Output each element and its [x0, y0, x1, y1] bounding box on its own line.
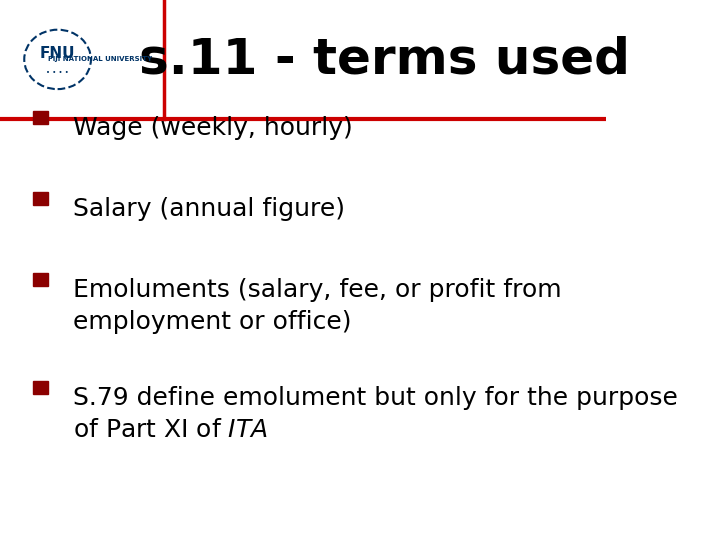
Text: Emoluments (salary, fee, or profit from
employment or office): Emoluments (salary, fee, or profit from … — [73, 278, 562, 334]
Bar — [33, 381, 48, 394]
Bar — [33, 192, 48, 205]
Text: Wage (weekly, hourly): Wage (weekly, hourly) — [73, 116, 353, 140]
Text: FIJI NATIONAL UNIVERSITY: FIJI NATIONAL UNIVERSITY — [48, 56, 152, 63]
Text: s.11 - terms used: s.11 - terms used — [140, 36, 631, 83]
Bar — [33, 111, 48, 124]
Text: Salary (annual figure): Salary (annual figure) — [73, 197, 345, 221]
Text: • • • •: • • • • — [46, 70, 69, 76]
Text: FNU: FNU — [40, 46, 76, 62]
Bar — [163, 0, 606, 119]
Bar — [33, 273, 48, 286]
Bar — [0, 0, 163, 119]
Text: S.79 define emolument but only for the purpose
of Part XI of $\it{ITA}$: S.79 define emolument but only for the p… — [73, 386, 678, 442]
